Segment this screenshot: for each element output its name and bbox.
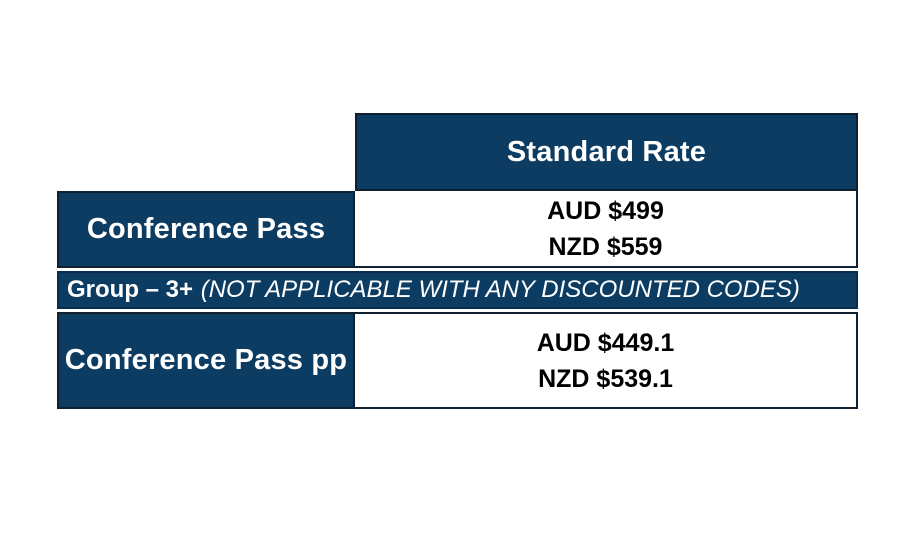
row-label-conference-pass-pp: Conference Pass pp — [57, 312, 355, 409]
column-header-standard-rate: Standard Rate — [355, 113, 858, 191]
price-line-aud: AUD $499 — [547, 196, 664, 225]
row-label-text: Conference Pass — [86, 213, 326, 245]
row-label-text: Conference Pass pp — [64, 344, 348, 376]
group-banner-note: (NOT APPLICABLE WITH ANY DISCOUNTED CODE… — [200, 276, 800, 303]
price-cell-conference-pass-pp: AUD $449.1 NZD $539.1 — [355, 312, 858, 409]
price-cell-conference-pass: AUD $499 NZD $559 — [355, 191, 858, 268]
group-banner-title: Group – 3+ — [67, 276, 194, 303]
price-line-nzd: NZD $559 — [548, 232, 663, 261]
row-label-conference-pass: Conference Pass — [57, 191, 355, 268]
group-discount-banner: Group – 3+ (NOT APPLICABLE WITH ANY DISC… — [57, 271, 858, 309]
price-line-aud: AUD $449.1 — [536, 328, 675, 357]
price-line-nzd: NZD $539.1 — [538, 364, 673, 393]
column-header-label: Standard Rate — [506, 135, 707, 168]
